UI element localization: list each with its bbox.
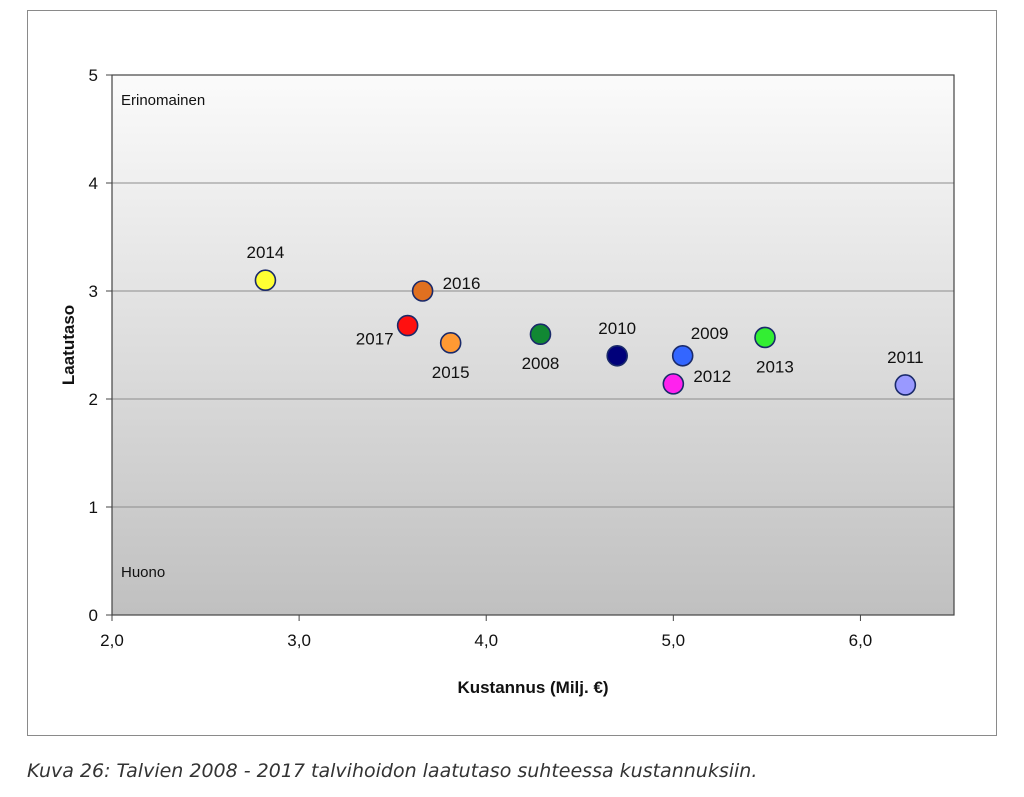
data-label-2016: 2016 [443,274,481,293]
y-tick-label: 1 [89,498,98,517]
data-point-2013 [754,326,776,349]
data-point-2008 [529,323,552,346]
data-label-2013: 2013 [756,357,794,376]
y-tick-label: 2 [89,390,98,409]
annotation-bottom: Huono [121,564,165,581]
data-label-2008: 2008 [522,354,560,373]
x-tick-label: 4,0 [474,631,498,650]
data-point-2016 [411,280,434,302]
data-label-2014: 2014 [247,243,285,262]
y-tick-label: 0 [89,606,98,625]
data-point-2009 [671,344,694,367]
data-label-2015: 2015 [432,363,470,382]
data-point-2010 [606,344,629,367]
data-label-2010: 2010 [598,319,636,338]
data-point-2011 [894,374,917,396]
x-tick-label: 6,0 [849,631,873,650]
plot-border [111,74,955,616]
data-point-2014 [254,269,277,292]
x-axis-label: Kustannus (Milj. €) [457,678,608,697]
y-tick-label: 5 [89,66,98,85]
x-tick-label: 2,0 [100,631,124,650]
y-axis-label: Laatutaso [59,305,78,385]
data-point-2012 [662,373,685,395]
data-point-2015 [439,332,462,354]
chart-frame: 0 1 2 3 4 5 2,0 3,0 4,0 5,0 6,0 Erinomainen Huono … [27,10,997,736]
x-tick-label: 3,0 [287,631,311,650]
data-label-2017: 2017 [356,330,394,349]
plot-area [112,75,954,615]
y-tick-label: 3 [89,282,98,301]
figure-caption: Kuva 26: Talvien 2008 - 2017 talvihoidon… [27,760,758,782]
data-label-2011: 2011 [887,348,924,367]
y-tick-label: 4 [89,174,98,193]
data-label-2012: 2012 [693,367,731,386]
data-label-2009: 2009 [691,324,729,343]
annotation-top: Erinomainen [121,92,205,109]
x-tick-label: 5,0 [662,631,686,650]
data-point-2017 [396,314,419,337]
